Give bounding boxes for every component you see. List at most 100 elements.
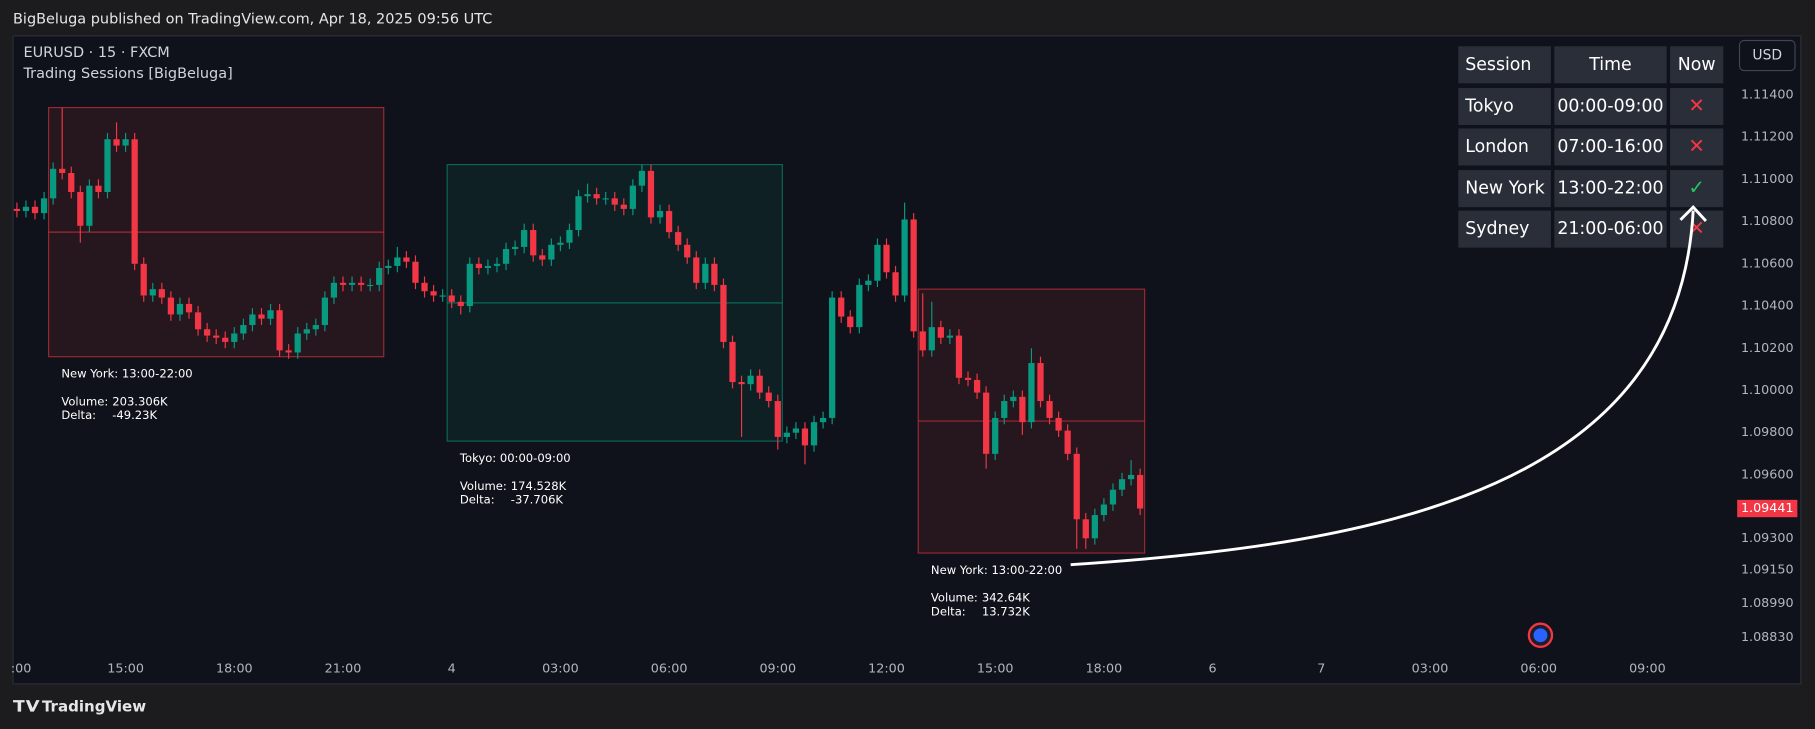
candle-body [1109,489,1117,505]
table-cell [1458,128,1551,166]
delta-label: Delta: [460,493,495,507]
event-icon-dot [1533,628,1548,643]
candle-body [104,139,111,193]
candle-body [774,401,781,437]
candle-body [801,428,809,446]
candle-body [819,417,827,423]
plot-area: 1.11400 1.11200 1.11000 1.10800 1.10600 1.104… [11,86,1798,675]
candle-body [1118,479,1126,490]
candle-body [466,263,473,307]
candle-body [430,291,437,296]
volume-value: 342.64K [982,591,1030,605]
delta-label: Delta: [931,605,966,619]
candle-body [711,263,718,285]
candle-body [412,261,419,283]
y-tick-label: 1.11400 [1741,86,1794,101]
candle-body [566,230,573,243]
candle-body [312,325,319,330]
candle-body [1028,363,1035,423]
candle-body [656,211,664,218]
candle-body [729,341,736,383]
currency-button[interactable] [1738,39,1796,72]
candle-body [575,196,582,231]
table-cell-text: New York [1465,179,1544,199]
x-tick-label: 4 [448,660,456,675]
session-label: New York: 13:00-22:00 [931,563,1062,577]
candle-body [946,335,954,338]
y-tick-label: 1.10200 [1741,340,1794,355]
candle-body [122,139,129,146]
candle-body [1137,474,1144,509]
x-tick-label: 15:00 [977,660,1014,675]
candle-body [321,297,329,326]
table-header-cell [1458,46,1551,84]
candle-body [992,417,999,454]
annotation-arrow [1070,210,1695,567]
candle-body [747,375,754,385]
candle-body [792,428,800,433]
candle-body [204,329,211,336]
candle-body [357,282,365,285]
candle-body [620,204,627,209]
delta-label: Delta: [61,408,96,422]
candle-body [675,232,682,245]
brand-logo [13,700,40,712]
candle-body [1037,363,1044,402]
candle-body [856,284,863,328]
candle-body [394,257,401,266]
publish-header: BigBeluga published on TradingView.com, … [13,12,492,28]
table-cell-text: 13:00-22:00 [1557,179,1663,199]
volume-label: Volume: [931,591,978,605]
candle-body [548,244,555,260]
x-tick-label: 06:00 [1520,660,1557,675]
candle-body [113,139,120,146]
candle-body [1127,474,1135,480]
x-tick-label: 21:00 [325,660,362,675]
table-cell [1670,210,1724,248]
table-cell [1554,170,1667,208]
candle-body [285,350,292,353]
table-cell-text: Sydney [1465,219,1529,239]
candle-body [892,272,899,296]
candle-body [276,310,283,351]
candle-body [647,170,655,218]
candle-body [385,265,392,269]
y-tick-label: 1.10600 [1741,255,1794,270]
candle-body [448,295,455,302]
currency-label[interactable]: USD [1752,48,1782,64]
x-tick-label: 7 [1317,660,1325,675]
x-tick-label: :00 [11,660,31,675]
candle-body [720,284,727,342]
x-tick-label: 18:00 [1086,660,1123,675]
candle-body [493,263,501,266]
candle-body [738,382,745,385]
candle-body [77,192,84,226]
table-header-text: Now [1678,55,1716,75]
candle-body [611,198,618,205]
y-tick-label: 1.11200 [1741,129,1794,144]
volume-label: Volume: [61,394,108,408]
candle-body [50,168,57,199]
candle-body [68,173,75,193]
table-cell-text: London [1465,137,1529,157]
candle-body [222,337,229,342]
symbol-title: EURUSD · 15 · FXCM [23,45,169,61]
delta-value: 13.732K [982,605,1030,619]
candle-body [1055,417,1062,431]
delta-value: -37.706K [511,493,564,507]
candle-body [31,206,39,214]
candle-body [213,335,220,338]
candle-body [1091,515,1098,539]
table-cell [1554,128,1667,166]
candle-body [1046,401,1053,418]
table-header-text: Session [1465,55,1531,75]
table-header-cell [1670,46,1724,84]
candle-body [376,268,383,285]
table-header-text: Time [1588,55,1631,75]
candle-body [1064,430,1071,454]
last-price-tag [1737,499,1798,518]
candle-body [638,170,646,186]
candle-body [185,303,193,313]
candle-body [40,198,48,214]
